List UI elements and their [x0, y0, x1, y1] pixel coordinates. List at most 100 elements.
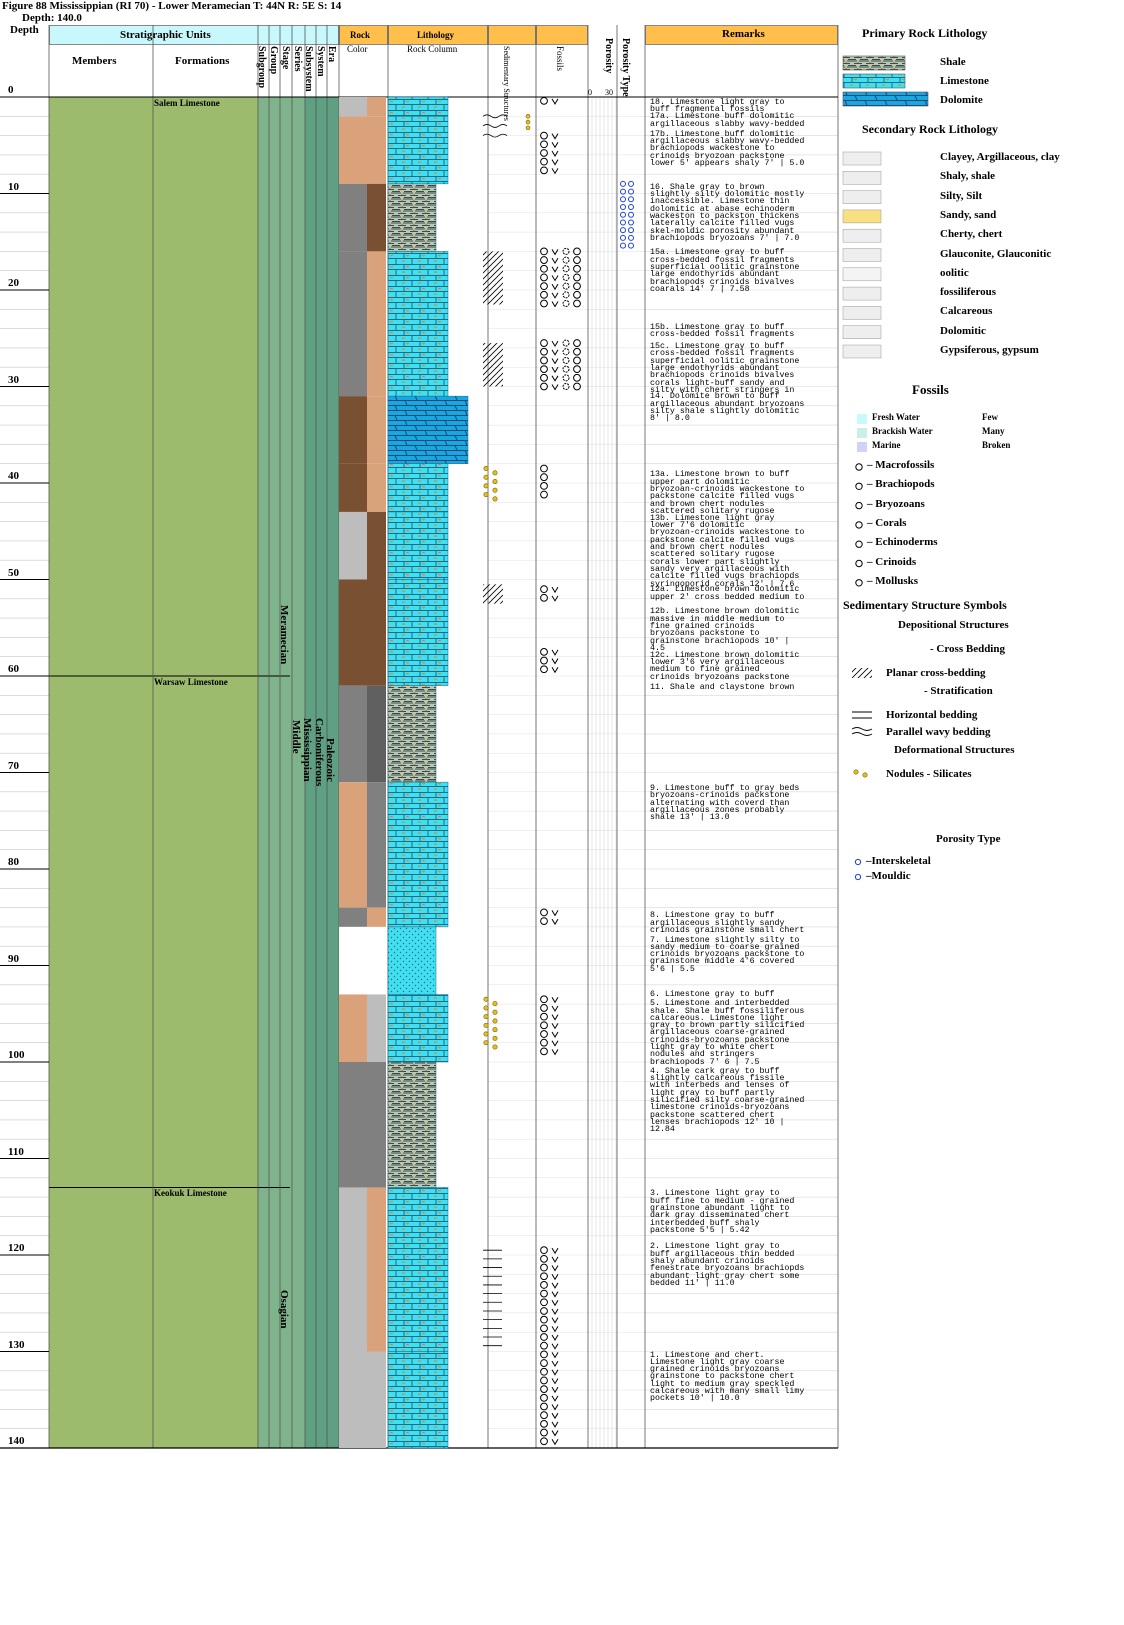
legend-fossil-icon	[855, 521, 863, 529]
rock-color-band	[339, 685, 367, 783]
fossil-crinoid-mark	[540, 1047, 548, 1056]
stage-header: Stage	[280, 46, 291, 70]
legend-secondary-swatch	[842, 325, 882, 339]
fossil-crinoid-mark	[540, 347, 548, 356]
fossil-crinoid-mark	[540, 481, 548, 490]
depth-tick-label: 100	[8, 1049, 25, 1061]
legend-interskeletal: –Interskeletal	[866, 855, 931, 867]
fossil-crinoid-mark	[573, 256, 581, 264]
fossil-bryozoan-mark	[551, 275, 559, 282]
fossil-header	[536, 25, 588, 45]
fossil-crinoid-mark	[540, 290, 548, 299]
porosity-mouldic-mark	[620, 204, 626, 211]
depth-tick-label: 40	[8, 470, 19, 482]
fossil-crinoid-mark	[540, 1298, 548, 1307]
nodule-mark	[483, 1040, 489, 1046]
legend-secondary-swatch	[842, 248, 882, 262]
fossil-crinoid-mark	[540, 1254, 548, 1263]
fossil-crinoid-mark	[540, 1341, 548, 1350]
fossil-crinoid-mark	[540, 1376, 548, 1385]
legend-water-swatch	[857, 442, 867, 452]
fossil-bryozoan-mark	[551, 1395, 559, 1402]
fossil-crinoid-mark	[540, 473, 548, 482]
fossil-crinoid-mark	[540, 593, 548, 602]
lithology-band	[387, 579, 449, 686]
depth-header: Depth	[10, 24, 39, 36]
rock-color-band	[367, 251, 386, 397]
legend-secondary-label: Cherty, chert	[940, 228, 1003, 241]
depth-tick-label: 90	[8, 952, 19, 965]
legend-wavy-icon	[851, 727, 873, 736]
fossil-crinoid-mark	[573, 356, 581, 365]
fossil-crinoid-mark	[540, 1419, 548, 1428]
fossil-crinoid-mark	[540, 131, 548, 140]
porosity-mouldic-mark	[628, 204, 634, 211]
fossil-bryozoan-mark	[551, 292, 559, 299]
legend-secondary-label: fossiliferous	[940, 286, 997, 299]
chrono-fill-2	[305, 97, 339, 1448]
legend-shale: Shale	[940, 56, 966, 68]
fossil-crinoid-mark	[540, 299, 548, 308]
rock-color-band	[367, 116, 386, 184]
legend-secondary-swatch	[842, 286, 882, 301]
rock-color-band	[339, 1062, 367, 1188]
legend-broken: Broken	[982, 440, 1011, 450]
fossil-crinoid-mark	[540, 1393, 548, 1402]
fossil-coral-mark	[562, 273, 570, 281]
fossil-bryozoan-mark	[551, 1247, 559, 1255]
legend-few: Few	[982, 412, 998, 422]
fossil-bryozoan-mark	[551, 1023, 559, 1030]
porosity-scale-max: 30	[605, 88, 613, 97]
fossil-coral-mark	[562, 339, 570, 347]
formations-header: Formations	[175, 55, 230, 67]
lithology-band	[387, 994, 449, 1063]
remark-text: 18. Limestone light gray to buff fragmen…	[650, 97, 785, 115]
fossil-crinoid-mark	[540, 1411, 548, 1420]
porosity-scale-min: 0	[588, 88, 592, 97]
lithology-band	[387, 511, 449, 580]
legend-marine: Marine	[872, 440, 901, 450]
remark-text: 12c. Limestone brown dolomitic lower 3'6…	[650, 650, 800, 682]
rock-color-header: Color	[347, 44, 368, 54]
rock-color-band	[367, 1351, 386, 1448]
nodule-mark	[492, 496, 498, 502]
fossil-crinoid-mark	[540, 247, 548, 256]
legend-planar-icon	[852, 668, 872, 678]
strat-units-title: Stratigraphic Units	[120, 29, 211, 41]
formation-label: Warsaw Limestone	[154, 677, 228, 687]
rock-color-band	[367, 396, 386, 464]
remark-text: 14. Dolomite brown to buff argillaceous …	[650, 392, 805, 424]
legend-sed-title: Sedimentary Structure Symbols	[843, 598, 1007, 612]
fossil-bryozoan-mark	[551, 1378, 559, 1385]
porosity-mouldic-mark	[628, 242, 634, 249]
rock-color-band	[339, 926, 367, 995]
fossil-bryozoan-mark	[551, 266, 559, 273]
remark-text: 4. Shale cark gray to buff slightly calc…	[650, 1066, 805, 1135]
depth-tick-label: 140	[8, 1435, 25, 1447]
wavy-bedding-mark	[482, 124, 508, 128]
legend-fossil-icon	[855, 579, 863, 587]
legend-stratification-title: - Stratification	[924, 685, 993, 697]
fossil-crinoid-mark	[573, 273, 581, 282]
remark-text: 12a. Limestone brown dolomitic upper 2' …	[650, 585, 805, 602]
legend-brackish-water: Brackish Water	[872, 426, 933, 436]
fossil-crinoid-mark	[540, 917, 548, 926]
fossil-crinoid-mark	[540, 1246, 548, 1255]
fossil-crinoid-mark	[540, 1333, 548, 1341]
members-fill	[49, 97, 258, 1448]
fossil-crinoid-mark	[573, 339, 581, 347]
fossil-bryozoan-mark	[551, 918, 559, 926]
fossil-crinoid-mark	[540, 273, 548, 282]
remark-text: 9. Limestone buff to gray beds bryozoans…	[650, 784, 800, 823]
legend-wavy: Parallel wavy bedding	[886, 726, 991, 738]
legend-secondary-swatch	[842, 267, 882, 282]
fossil-crinoid-mark	[540, 1289, 548, 1298]
fossil-bryozoan-mark	[551, 586, 559, 594]
era-paleozoic: Paleozoic	[324, 738, 336, 782]
legend-secondary-label: Sandy, sand	[940, 208, 997, 221]
rock-color-band	[339, 579, 367, 686]
fossil-bryozoan-mark	[551, 1256, 559, 1263]
remark-text: 15b. Limestone gray to buff cross-bedded…	[650, 322, 795, 340]
legend-fossil-icon	[855, 540, 863, 548]
